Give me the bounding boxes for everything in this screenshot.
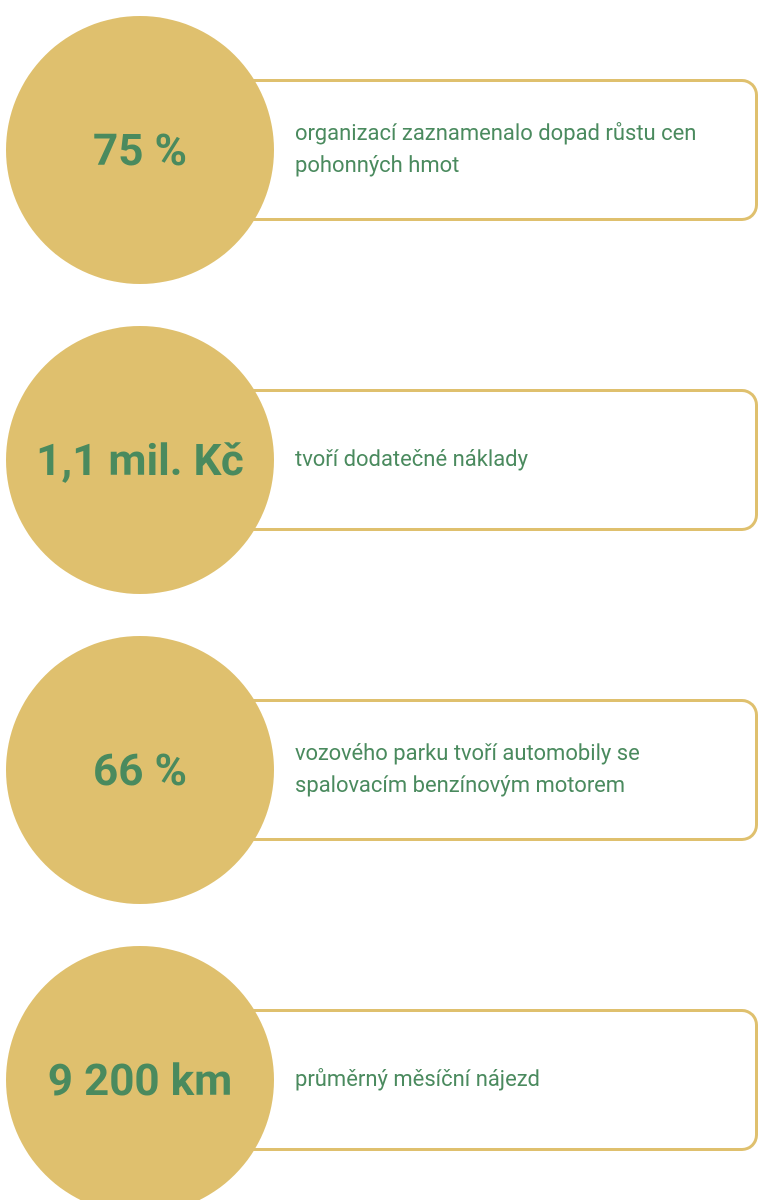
- stat-box: [140, 699, 758, 841]
- stat-box: [140, 79, 758, 221]
- stat-circle: 75 %: [6, 16, 274, 284]
- stat-text: vozového parku tvoří automobily se spalo…: [295, 741, 640, 798]
- stat-box: [140, 1009, 758, 1151]
- stat-circle: 1,1 mil. Kč: [6, 326, 274, 594]
- stat-value: 1,1 mil. Kč: [36, 434, 244, 486]
- stat-value: 66 %: [93, 744, 187, 796]
- stat-text: organizací zaznamenalo dopad růstu cen p…: [295, 121, 697, 178]
- stat-value: 75 %: [93, 124, 187, 176]
- stat-text: tvoří dodatečné náklady: [295, 447, 528, 472]
- stat-text: průměrný měsíční nájezd: [295, 1067, 540, 1092]
- stat-circle: 66 %: [6, 636, 274, 904]
- stat-circle: 9 200 km: [6, 946, 274, 1200]
- stat-value: 9 200 km: [47, 1054, 233, 1106]
- stat-box: [140, 389, 758, 531]
